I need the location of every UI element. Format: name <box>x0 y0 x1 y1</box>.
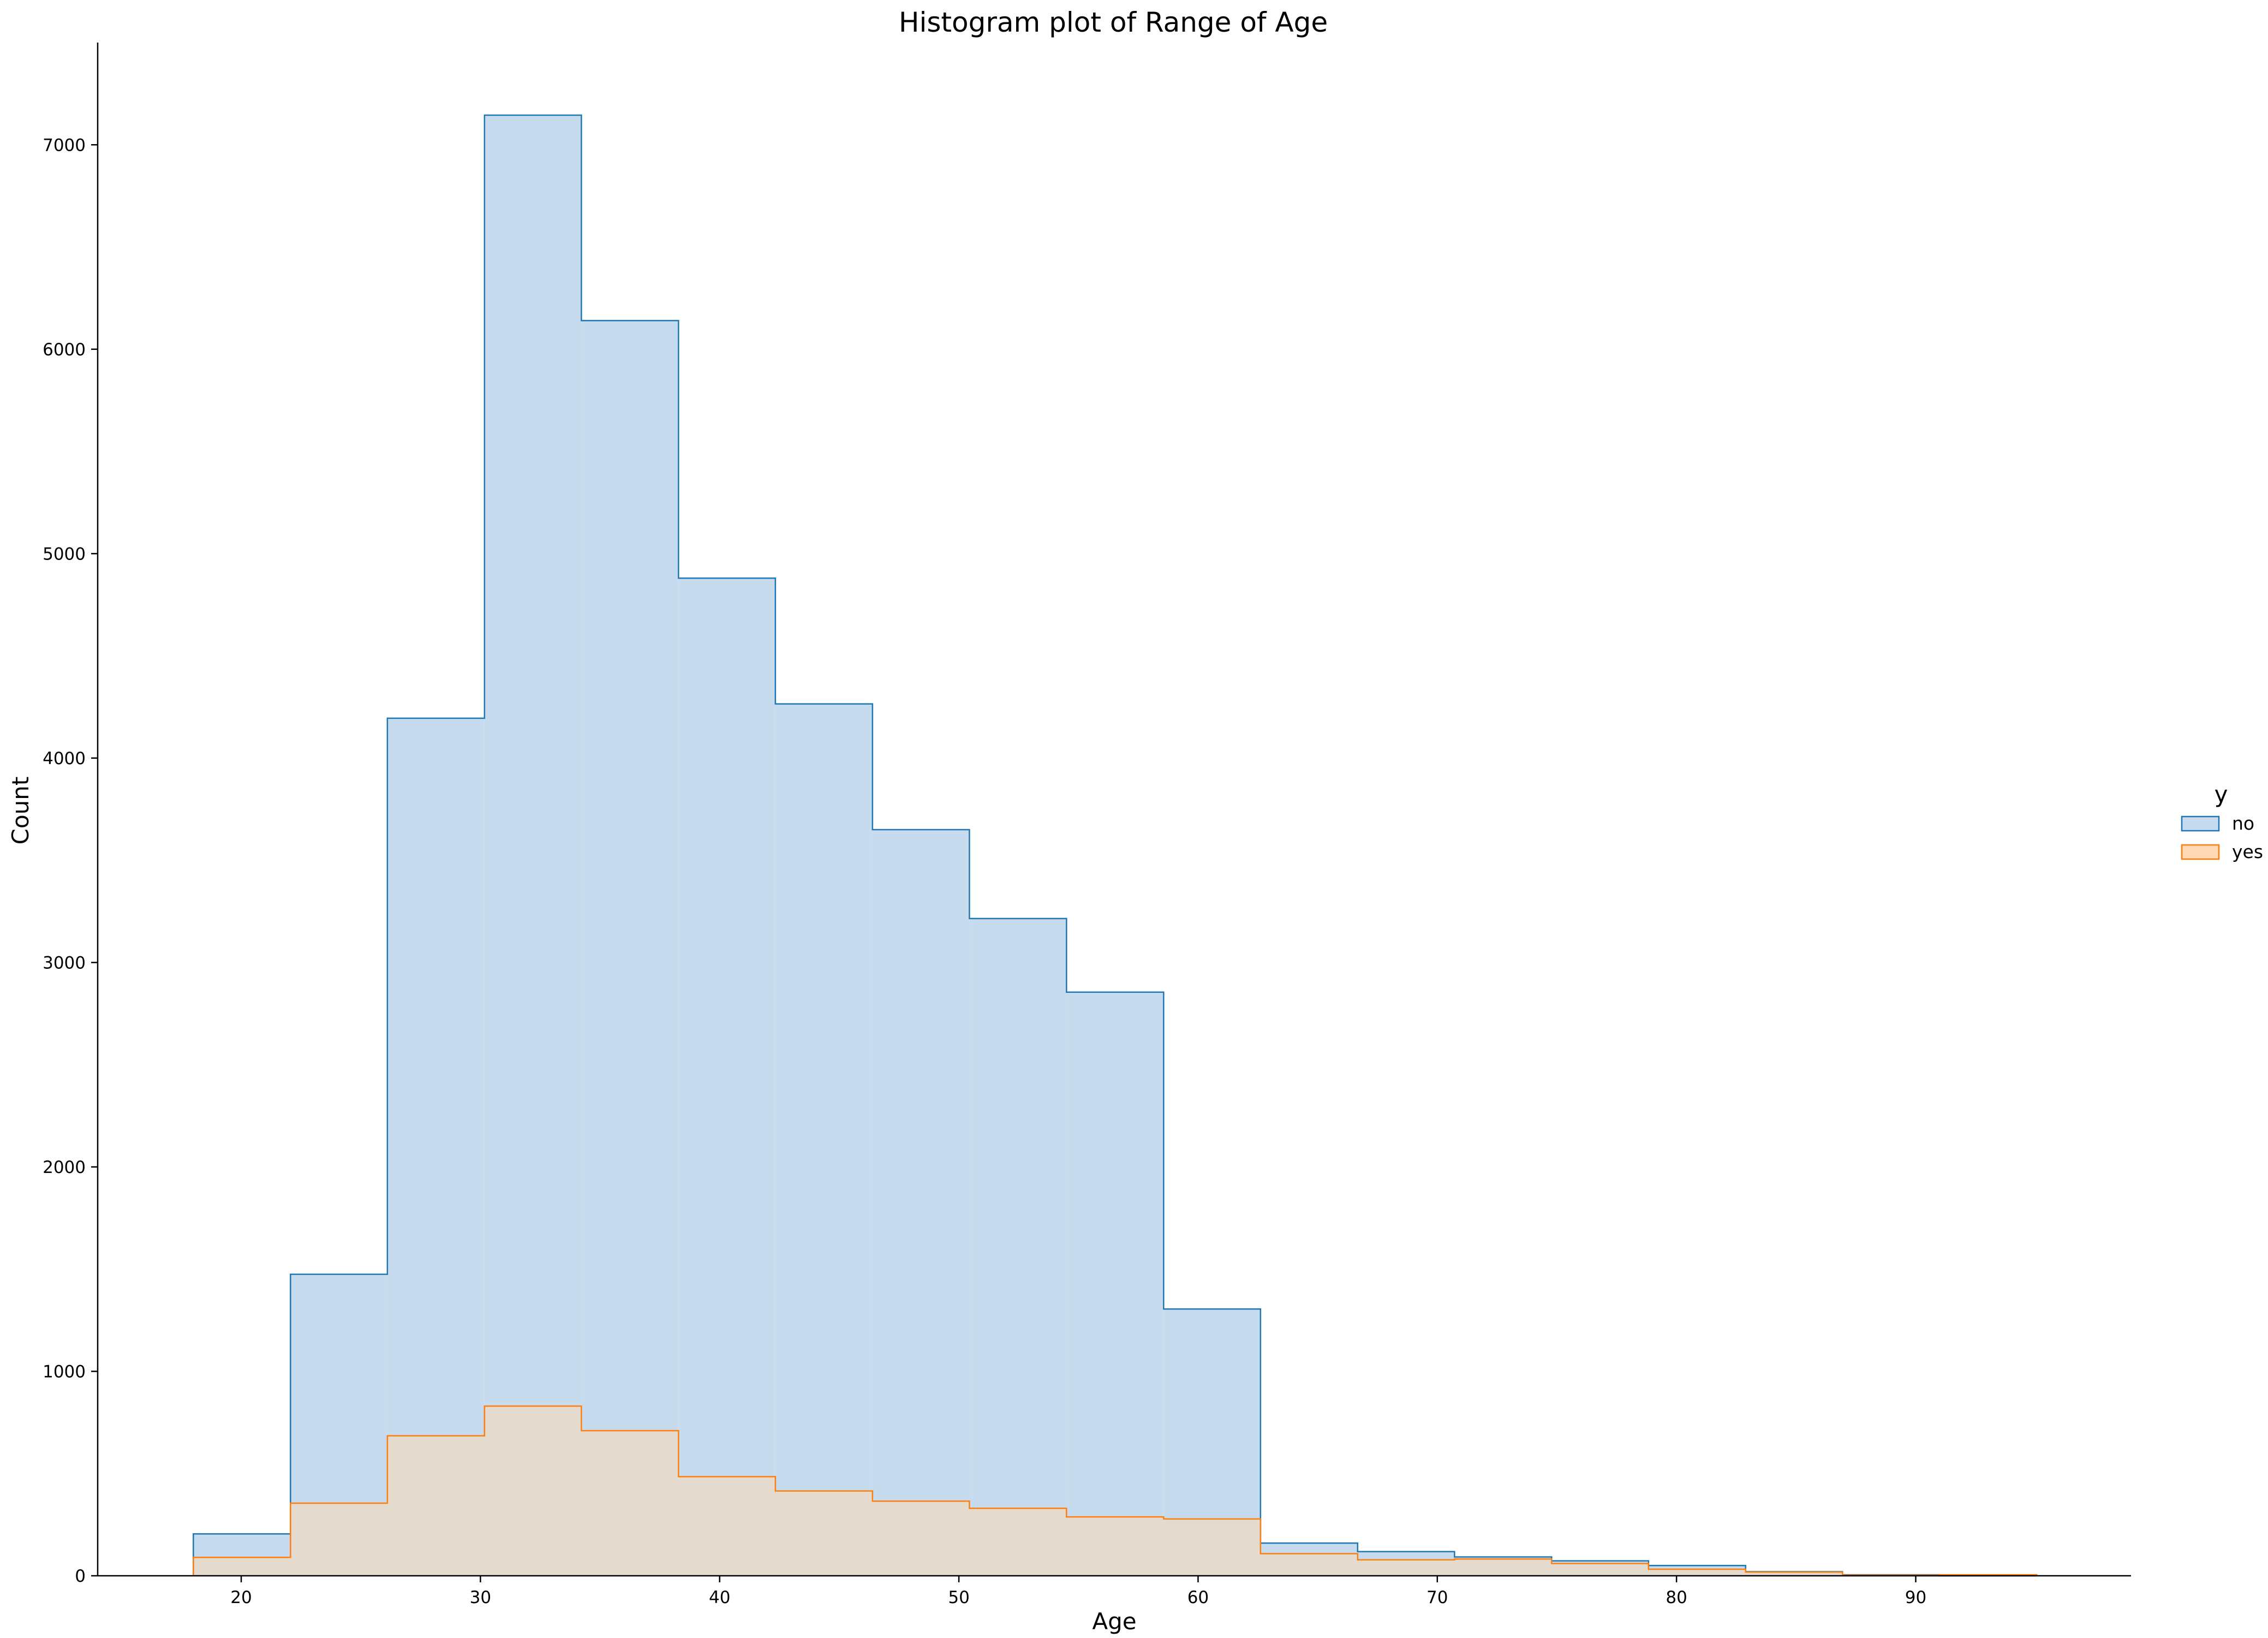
x-tick-label-50: 50 <box>948 1588 969 1607</box>
x-tick-label-20: 20 <box>230 1588 252 1607</box>
x-tick-label-80: 80 <box>1666 1588 1687 1607</box>
legend-swatch-yes <box>2181 844 2220 860</box>
x-tick-label-40: 40 <box>709 1588 730 1607</box>
legend-label-no: no <box>2232 813 2254 834</box>
x-tick-label-90: 90 <box>1905 1588 1926 1607</box>
y-tick-label-4000: 4000 <box>43 749 86 769</box>
y-tick-label-0: 0 <box>75 1566 86 1586</box>
chart-title: Histogram plot of Range of Age <box>899 7 1328 38</box>
bar-yes-15 <box>1648 1569 1746 1576</box>
bar-yes-0 <box>193 1557 291 1576</box>
bar-no-4 <box>581 320 679 1576</box>
bar-yes-2 <box>387 1436 485 1576</box>
bar-yes-7 <box>872 1501 970 1576</box>
y-axis-ticks: 0 1000 2000 3000 4000 5000 6000 7000 <box>43 135 98 1586</box>
bar-yes-12 <box>1357 1559 1455 1576</box>
bar-yes-1 <box>290 1503 387 1576</box>
legend-swatch-no <box>2181 815 2220 832</box>
bar-no-7 <box>872 829 970 1576</box>
y-tick-label-6000: 6000 <box>43 340 86 360</box>
legend-title: y <box>2215 781 2228 808</box>
y-tick-label-5000: 5000 <box>43 544 86 564</box>
legend: y no yes <box>2181 781 2263 862</box>
x-tick-label-70: 70 <box>1427 1588 1448 1607</box>
x-axis-label: Age <box>1092 1608 1136 1635</box>
bar-yes-10 <box>1163 1518 1261 1576</box>
bar-no-3 <box>484 115 582 1576</box>
bar-no-9 <box>1066 992 1164 1576</box>
bar-no-2 <box>387 718 485 1576</box>
bar-no-5 <box>678 578 775 1576</box>
y-tick-label-2000: 2000 <box>43 1158 86 1177</box>
x-tick-label-30: 30 <box>470 1588 491 1607</box>
bar-yes-16 <box>1745 1572 1843 1576</box>
y-axis-label: Count <box>7 777 34 845</box>
bar-yes-8 <box>969 1508 1067 1576</box>
x-tick-label-60: 60 <box>1187 1588 1209 1607</box>
series-yes <box>193 1405 2038 1576</box>
bar-yes-4 <box>581 1431 679 1576</box>
x-axis-ticks: 20 30 40 50 60 70 80 90 <box>230 1576 1926 1607</box>
step-outline-yes <box>193 1405 2038 1576</box>
bar-no-6 <box>775 704 873 1576</box>
bar-yes-3 <box>484 1406 582 1576</box>
bar-yes-13 <box>1454 1559 1552 1576</box>
y-tick-label-7000: 7000 <box>43 135 86 155</box>
step-outline-no <box>193 114 2037 1577</box>
bar-yes-14 <box>1551 1563 1649 1576</box>
bar-yes-11 <box>1260 1553 1358 1576</box>
bar-yes-6 <box>775 1491 873 1576</box>
legend-label-yes: yes <box>2232 841 2263 862</box>
y-tick-label-3000: 3000 <box>43 953 86 973</box>
bar-no-8 <box>969 918 1067 1576</box>
y-tick-label-1000: 1000 <box>43 1362 86 1381</box>
histogram-bars <box>193 114 2038 1577</box>
bar-yes-9 <box>1066 1517 1164 1576</box>
bar-yes-5 <box>678 1476 775 1576</box>
series-no <box>193 114 2037 1577</box>
